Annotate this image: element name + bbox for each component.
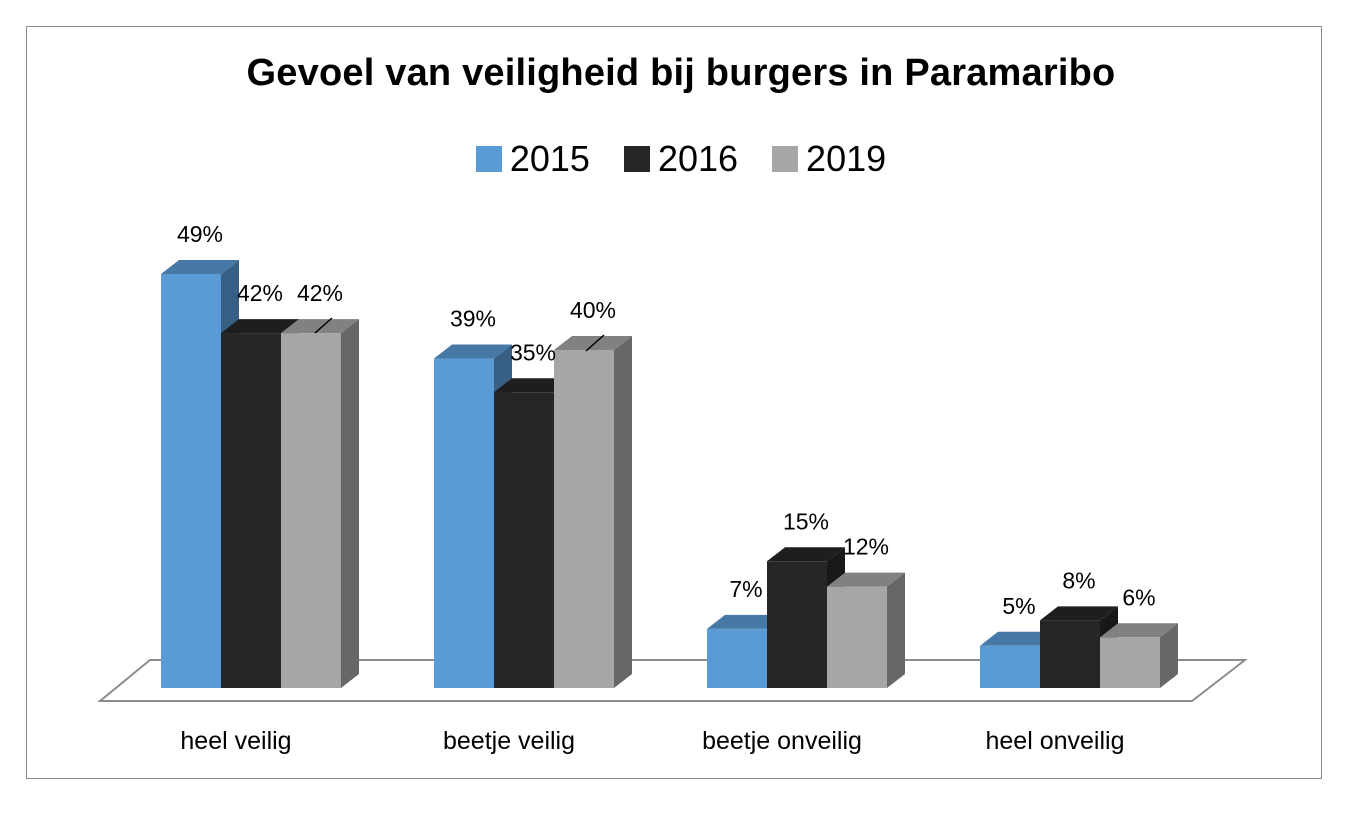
- bar-2019-heel-onveilig-side: [1160, 623, 1178, 688]
- bar-2016-beetje-onveilig: [767, 561, 827, 688]
- data-label-2016-beetje-onveilig: 15%: [783, 508, 829, 534]
- bar-2015-beetje-veilig: [434, 358, 494, 688]
- bar-2019-heel-veilig-top: [281, 319, 359, 334]
- legend-label-2015: 2015: [509, 138, 590, 179]
- data-label-2015-beetje-veilig: 39%: [450, 305, 496, 331]
- bar-2015-heel-veilig-top: [161, 259, 239, 274]
- category-label-heel-onveilig: heel onveilig: [986, 727, 1125, 755]
- data-label-2015-beetje-onveilig: 7%: [729, 576, 762, 602]
- bar-2019-beetje-onveilig: [827, 586, 887, 688]
- bar-2019-beetje-veilig: [554, 350, 614, 688]
- bar-2019-heel-onveilig: [1100, 637, 1160, 688]
- bar-2019-beetje-onveilig-side: [887, 572, 905, 688]
- data-label-2016-heel-veilig: 42%: [237, 280, 283, 306]
- category-label-heel-veilig: heel veilig: [180, 727, 291, 755]
- bar-2016-beetje-veilig-top: [494, 378, 572, 393]
- bar-2015-heel-onveilig: [980, 645, 1040, 688]
- legend-label-2016: 2016: [657, 138, 739, 179]
- category-label-beetje-veilig: beetje veilig: [443, 727, 575, 755]
- data-label-2019-beetje-veilig: 40%: [570, 297, 616, 323]
- bar-2016-heel-onveilig-top: [1040, 606, 1118, 621]
- legend-item-2016: 2016: [623, 138, 739, 180]
- data-label-2016-heel-onveilig: 8%: [1062, 567, 1095, 593]
- legend-swatch-2019: [772, 146, 799, 172]
- bar-2016-beetje-onveilig-top: [767, 547, 845, 562]
- data-label-2015-heel-veilig: 49%: [177, 221, 223, 247]
- data-label-2019-heel-onveilig: 6%: [1122, 584, 1155, 610]
- bar-2015-beetje-onveilig: [707, 628, 767, 688]
- bar-2019-heel-veilig: [281, 333, 341, 688]
- data-label-2019-heel-veilig: 42%: [297, 280, 343, 306]
- bar-2016-heel-veilig-top: [221, 319, 299, 334]
- bar-2016-beetje-veilig: [494, 392, 554, 688]
- legend-swatch-2015: [475, 146, 502, 172]
- bar-2019-beetje-veilig-top: [554, 336, 632, 350]
- bar-2016-heel-veilig: [221, 333, 281, 688]
- legend: 2015 2016 2019: [0, 138, 1362, 180]
- leader-line-2019-heel-veilig: [314, 317, 333, 334]
- data-label-2016-beetje-veilig: 35%: [510, 339, 556, 365]
- bar-2019-beetje-veilig-side: [614, 336, 632, 688]
- legend-item-2019: 2019: [772, 138, 886, 180]
- bar-2016-heel-onveilig: [1040, 620, 1100, 688]
- leader-line-2019-beetje-veilig: [585, 334, 605, 352]
- legend-label-2019: 2019: [806, 138, 887, 179]
- bar-2019-heel-onveilig-top: [1100, 623, 1178, 638]
- bar-2015-beetje-onveilig-top: [707, 614, 785, 629]
- bar-2019-beetje-onveilig-top: [827, 572, 905, 587]
- bar-2019-heel-veilig-side: [341, 319, 359, 688]
- data-label-2019-beetje-onveilig: 12%: [843, 534, 889, 560]
- legend-item-2015: 2015: [475, 138, 590, 180]
- category-label-beetje-onveilig: beetje onveilig: [702, 727, 862, 755]
- chart-title: Gevoel van veiligheid bij burgers in Par…: [246, 52, 1116, 94]
- bar-2015-heel-veilig: [161, 273, 221, 688]
- legend-swatch-2016: [623, 146, 650, 172]
- bar-2015-beetje-veilig-top: [434, 344, 512, 359]
- data-label-2015-heel-onveilig: 5%: [1002, 593, 1035, 619]
- bar-2015-heel-onveilig-top: [980, 631, 1058, 646]
